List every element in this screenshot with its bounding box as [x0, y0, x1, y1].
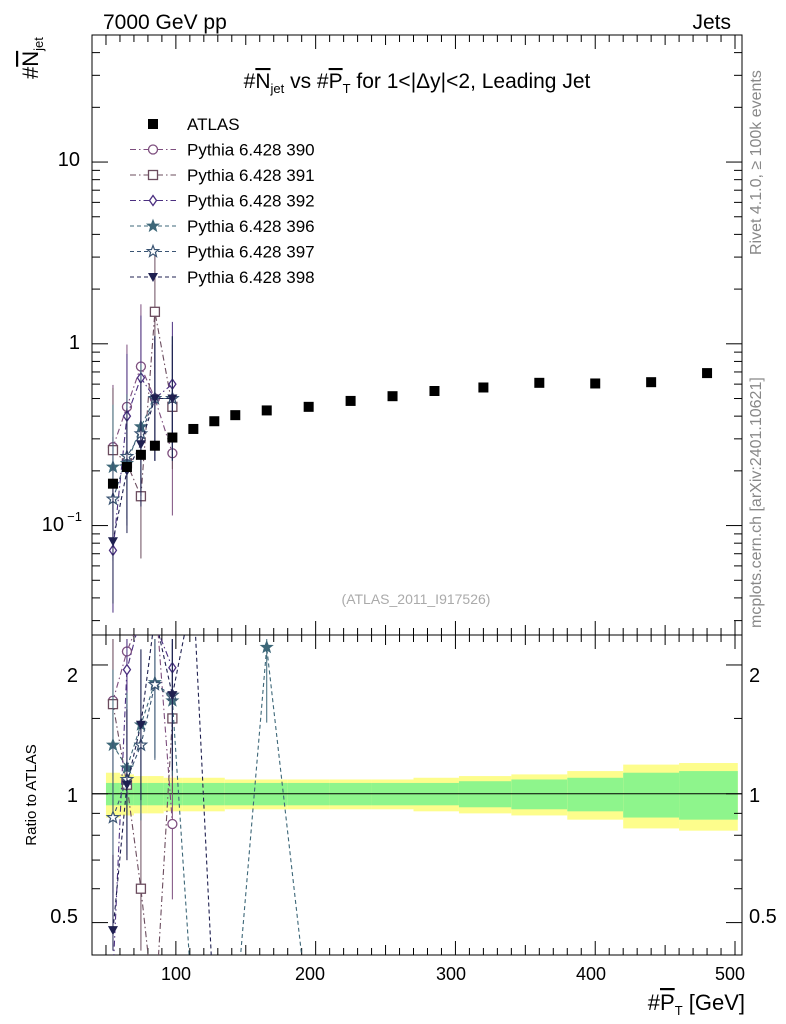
atlas-data-point [188, 423, 199, 434]
atlas-data-point [303, 401, 314, 412]
stat-uncertainty-band [679, 771, 738, 820]
series-398-point [107, 537, 118, 547]
stat-uncertainty-band [567, 777, 624, 812]
header-category: Jets [692, 11, 731, 34]
atlas-data-point [209, 416, 220, 427]
atlas-data-point [149, 440, 160, 451]
atlas-data-point [230, 410, 241, 421]
series-398-ratio-point [135, 720, 146, 730]
atlas-data-point [345, 395, 356, 406]
atlas-data-point [702, 368, 713, 379]
series-396-ratio-point [259, 639, 274, 654]
atlas-data-point [534, 377, 545, 388]
y-tick-label: 1 [69, 332, 80, 354]
stat-uncertainty-band [623, 772, 680, 818]
x-tick-label: 400 [576, 964, 606, 984]
legend-series-398-marker [148, 273, 158, 282]
analysis-id-watermark: (ATLAS_2011_I917526) [342, 591, 491, 607]
series-391-ratio-point [135, 883, 147, 894]
ratio-tick-label-right: 1 [749, 785, 760, 807]
atlas-data-point [429, 385, 440, 396]
atlas-data-point [107, 478, 118, 489]
y-axis-label: #Njet [18, 37, 46, 79]
x-tick-label: 300 [436, 964, 466, 984]
legend-series-397-marker [145, 243, 161, 258]
mcplots-reference-label: mcplots.cern.ch [arXiv:2401.10621] [748, 377, 765, 628]
legend-series-396-marker [145, 218, 161, 233]
series-398-point [135, 440, 146, 450]
series-398-ratio-point [107, 926, 118, 936]
x-axis-label: #PT [GeV] [648, 990, 745, 1018]
legend-series-397-label: Pythia 6.428 397 [187, 243, 315, 262]
atlas-data-point [646, 377, 657, 388]
series-397-ratio-point [105, 809, 121, 824]
series-397-ratio-point [147, 676, 163, 691]
series-398-point [149, 394, 160, 404]
series-398-point [167, 394, 178, 404]
legend-series-391-marker [147, 169, 159, 181]
series-397-line [112, 397, 173, 500]
series-396-ratio-line [112, 647, 303, 955]
stat-uncertainty-band [511, 779, 568, 810]
legend-series-390-label: Pythia 6.428 390 [187, 141, 315, 160]
atlas-data-point [590, 378, 601, 389]
atlas-data-point [167, 432, 178, 443]
series-390-ratio-point [167, 818, 178, 830]
ratio-tick-label: 2 [67, 665, 78, 687]
ratio-panel-frame [91, 634, 743, 956]
atlas-data-point [387, 391, 398, 402]
ratio-tick-label-right: 0.5 [749, 906, 777, 928]
chart-title: #Njet vs #PT for 1<|Δy|<2, Leading Jet [244, 70, 591, 96]
legend-series-392-label: Pythia 6.428 392 [187, 192, 315, 211]
series-391-point [149, 306, 161, 317]
series-391-ratio-line [112, 704, 173, 955]
series-398-ratio-point [167, 691, 178, 701]
header-collision: 7000 GeV pp [103, 11, 227, 34]
legend-series-398-label: Pythia 6.428 398 [187, 268, 315, 287]
atlas-data-point [135, 449, 146, 460]
rivet-version-label: Rivet 4.1.0, ≥ 100k events [748, 70, 765, 255]
legend-series-392-marker [148, 194, 158, 207]
x-tick-label: 100 [161, 964, 191, 984]
ratio-y-axis-label: Ratio to ATLAS [23, 744, 40, 845]
series-398-ratio-point [121, 780, 132, 790]
atlas-data-point [478, 382, 489, 393]
atlas-data-point [121, 462, 132, 473]
legend-atlas-marker [148, 119, 158, 129]
ratio-tick-label: 0.5 [50, 906, 78, 928]
series-392-ratio-line [113, 635, 173, 955]
y-tick-label: 10 [42, 514, 64, 536]
ratio-tick-label: 1 [67, 785, 78, 807]
atlas-data-point [261, 405, 272, 416]
y-tick-exponent: −1 [67, 509, 82, 524]
ratio-tick-label-right: 2 [749, 665, 760, 687]
x-tick-label: 200 [295, 964, 325, 984]
y-tick-label: 10 [58, 149, 80, 171]
x-tick-label: 500 [715, 964, 745, 984]
legend-series-396-label: Pythia 6.428 396 [187, 217, 315, 236]
legend-series-391-label: Pythia 6.428 391 [187, 166, 315, 185]
legend-atlas-label: ATLAS [187, 115, 240, 134]
legend-series-390-marker [147, 144, 159, 155]
series-392-ratio-point [122, 663, 132, 676]
